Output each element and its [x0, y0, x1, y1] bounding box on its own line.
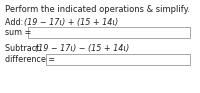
Text: difference =: difference = — [5, 55, 55, 64]
Text: sum =: sum = — [5, 28, 31, 37]
Text: Add:: Add: — [5, 18, 26, 27]
FancyBboxPatch shape — [46, 54, 190, 65]
Text: (19 − 17ι) − (15 + 14ι): (19 − 17ι) − (15 + 14ι) — [35, 44, 129, 53]
FancyBboxPatch shape — [28, 27, 190, 38]
Text: Perform the indicated operations & simplify.: Perform the indicated operations & simpl… — [5, 5, 190, 14]
Text: (19 − 17ι) + (15 + 14ι): (19 − 17ι) + (15 + 14ι) — [24, 18, 118, 27]
Text: Subtract:: Subtract: — [5, 44, 44, 53]
